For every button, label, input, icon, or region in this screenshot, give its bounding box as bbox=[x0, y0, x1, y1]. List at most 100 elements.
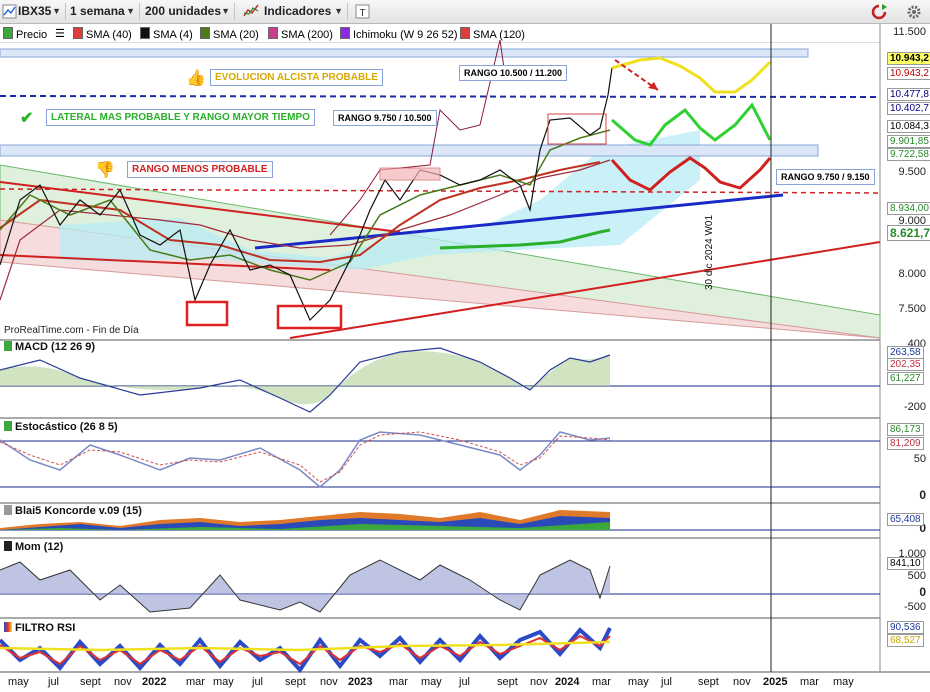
legend-swatch bbox=[4, 541, 12, 551]
stoch-k-line bbox=[0, 431, 611, 488]
legend-item-precio[interactable]: Precio bbox=[3, 27, 47, 41]
legend-swatch bbox=[3, 27, 13, 39]
legend-swatch bbox=[200, 27, 210, 39]
mom-label: Mom (12) bbox=[2, 541, 66, 553]
y-tick: 500 bbox=[907, 570, 926, 582]
x-tick-label: 2022 bbox=[142, 676, 167, 688]
indicator-legend: Precio ☰ SMA (40) SMA (4) SMA (20) SMA (… bbox=[0, 24, 880, 43]
legend-swatch bbox=[73, 27, 83, 39]
y-tick: 9.500 bbox=[898, 166, 926, 178]
period-value: 1 semana bbox=[70, 4, 125, 18]
stoch-value: 86,173 bbox=[887, 423, 924, 436]
indicators-label: Indicadores bbox=[264, 4, 332, 18]
rsi-label-text: FILTRO RSI bbox=[15, 622, 76, 634]
resistance-dashed-line bbox=[0, 95, 881, 98]
legend-item-sma120[interactable]: SMA (120) bbox=[460, 27, 525, 41]
rsi-value: 68,527 bbox=[887, 634, 924, 647]
projection-arrow bbox=[614, 59, 659, 91]
macd-area bbox=[0, 351, 610, 405]
legend-label: SMA (120) bbox=[473, 29, 525, 41]
y-tick: 8.000 bbox=[898, 268, 926, 280]
legend-item-sma4[interactable]: SMA (4) bbox=[140, 27, 193, 41]
x-tick-label: 2025 bbox=[763, 676, 788, 688]
annotation-rango-2: RANGO 9.750 / 10.500 bbox=[333, 110, 437, 126]
refresh-icon[interactable] bbox=[870, 4, 888, 20]
legend-swatch bbox=[4, 421, 12, 431]
price-label: 10.402,7 bbox=[887, 102, 930, 115]
x-tick-label: mar bbox=[389, 676, 408, 688]
price-line bbox=[0, 67, 613, 322]
support-dashed-line bbox=[0, 188, 881, 194]
x-tick-label: nov bbox=[320, 676, 338, 688]
stoch-label: Estocástico (26 8 5) bbox=[2, 421, 120, 433]
resistance-box bbox=[379, 167, 441, 181]
macd-line bbox=[0, 347, 611, 413]
x-tick-label: nov bbox=[733, 676, 751, 688]
ichimoku-cloud bbox=[60, 130, 700, 270]
annotation-rango-3: RANGO 9.750 / 9.150 bbox=[776, 169, 875, 185]
indicators-button[interactable]: Indicadores ▼ bbox=[240, 3, 348, 20]
period-selector[interactable]: 1 semana ▼ bbox=[70, 3, 140, 20]
x-tick-label: jul bbox=[459, 676, 471, 688]
legend-swatch bbox=[268, 27, 278, 39]
x-tick-label: 2024 bbox=[555, 676, 580, 688]
chevron-down-icon: ▼ bbox=[52, 6, 61, 16]
y-tick: 7.500 bbox=[898, 303, 926, 315]
scenario-bajista-curve bbox=[610, 156, 772, 192]
svg-text:T: T bbox=[359, 8, 365, 19]
legend-label: SMA (4) bbox=[153, 29, 193, 41]
y-tick: 9.000 bbox=[898, 215, 926, 227]
x-tick-label: sept bbox=[698, 676, 719, 688]
units-selector[interactable]: 200 unidades ▼ bbox=[145, 3, 235, 20]
thumbs-up-icon: 👍 bbox=[186, 70, 206, 87]
macd-label-text: MACD (12 26 9) bbox=[15, 341, 96, 353]
x-tick-label: jul bbox=[48, 676, 60, 688]
legend-label: SMA (200) bbox=[281, 29, 333, 41]
macd-label: MACD (12 26 9) bbox=[2, 341, 98, 353]
x-tick-label: sept bbox=[285, 676, 306, 688]
mom-area bbox=[0, 560, 610, 612]
price-label: 10.477,8 bbox=[887, 88, 930, 101]
koncorde-value: 65,408 bbox=[887, 513, 924, 526]
legend-swatch bbox=[140, 27, 150, 39]
text-tool-icon[interactable]: T bbox=[355, 4, 370, 19]
legend-list-icon[interactable]: ☰ bbox=[55, 28, 65, 40]
price-label: 9.901,85 bbox=[887, 135, 930, 148]
x-tick-label: may bbox=[213, 676, 234, 688]
toolbar: IBX35 ▼ 1 semana ▼ 200 unidades ▼ Indicador… bbox=[0, 0, 930, 24]
x-tick-label: 2023 bbox=[348, 676, 373, 688]
legend-label: SMA (40) bbox=[86, 29, 132, 41]
source-watermark: ProRealTime.com - Fin de Día bbox=[4, 325, 139, 336]
x-tick-label: mar bbox=[186, 676, 205, 688]
koncorde-label: Blai5 Koncorde v.09 (15) bbox=[2, 505, 144, 517]
checkmark-icon: ✔ bbox=[20, 110, 34, 127]
mom-value: 841,10 bbox=[887, 557, 924, 570]
legend-item-ichimoku[interactable]: Ichimoku (W 9 26 52) bbox=[340, 27, 458, 41]
low-highlight-box bbox=[276, 304, 343, 330]
rsi-yellow-line bbox=[0, 640, 611, 652]
x-tick-label: mar bbox=[800, 676, 819, 688]
x-tick-label: sept bbox=[80, 676, 101, 688]
sma120-line bbox=[439, 228, 611, 250]
chevron-down-icon: ▼ bbox=[221, 6, 230, 16]
legend-item-sma20[interactable]: SMA (20) bbox=[200, 27, 259, 41]
legend-item-sma200[interactable]: SMA (200) bbox=[268, 27, 333, 41]
resistance-zone-box bbox=[0, 48, 809, 58]
settings-icon[interactable] bbox=[905, 4, 923, 19]
legend-item-sma40[interactable]: SMA (40) bbox=[73, 27, 132, 41]
stoch-value: 81,209 bbox=[887, 437, 924, 450]
downtrend-line bbox=[0, 181, 401, 233]
koncorde-label-text: Blai5 Koncorde v.09 (15) bbox=[15, 505, 142, 517]
rsi-label: FILTRO RSI bbox=[2, 622, 78, 634]
y-tick: 0 bbox=[919, 488, 926, 502]
price-label: 9.722,58 bbox=[887, 148, 930, 161]
y-tick: -500 bbox=[903, 601, 926, 613]
y-tick: -200 bbox=[903, 401, 926, 413]
symbol-selector[interactable]: IBX35 ▼ bbox=[18, 3, 66, 20]
x-tick-label: jul bbox=[252, 676, 264, 688]
price-label: 10.084,3 bbox=[887, 120, 930, 133]
scenario-lateral-curve bbox=[611, 102, 772, 147]
macd-value: 61,227 bbox=[887, 372, 924, 385]
annotation-rango-1: RANGO 10.500 / 11.200 bbox=[459, 65, 568, 81]
